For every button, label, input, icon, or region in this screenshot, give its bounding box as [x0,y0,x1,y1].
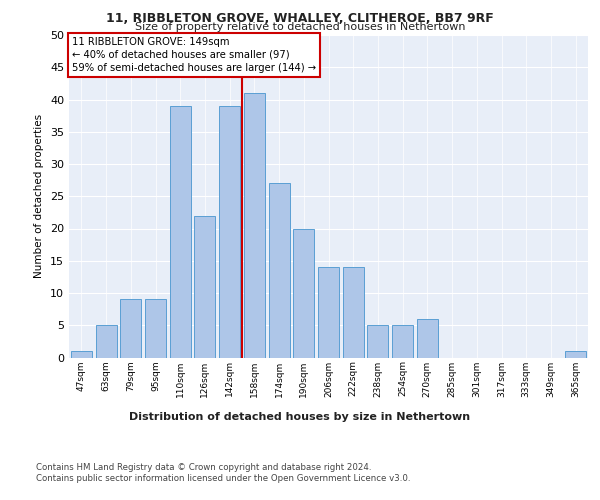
Bar [194,216,215,358]
Text: Contains HM Land Registry data © Crown copyright and database right 2024.: Contains HM Land Registry data © Crown c… [36,462,371,471]
Bar [71,351,92,358]
Bar [244,93,265,357]
Text: Distribution of detached houses by size in Nethertown: Distribution of detached houses by size … [130,412,470,422]
Bar [95,325,116,358]
Y-axis label: Number of detached properties: Number of detached properties [34,114,44,278]
Bar [269,184,290,358]
Bar [318,267,339,358]
Text: Size of property relative to detached houses in Nethertown: Size of property relative to detached ho… [135,22,465,32]
Bar [219,106,240,358]
Bar [565,351,586,358]
Bar [392,325,413,358]
Bar [343,267,364,358]
Bar [145,300,166,358]
Text: Contains public sector information licensed under the Open Government Licence v3: Contains public sector information licen… [36,474,410,483]
Bar [417,319,438,358]
Bar [293,228,314,358]
Bar [367,325,388,358]
Text: 11 RIBBLETON GROVE: 149sqm
← 40% of detached houses are smaller (97)
59% of semi: 11 RIBBLETON GROVE: 149sqm ← 40% of deta… [71,36,316,73]
Bar [170,106,191,358]
Bar [120,300,141,358]
Text: 11, RIBBLETON GROVE, WHALLEY, CLITHEROE, BB7 9RF: 11, RIBBLETON GROVE, WHALLEY, CLITHEROE,… [106,12,494,26]
